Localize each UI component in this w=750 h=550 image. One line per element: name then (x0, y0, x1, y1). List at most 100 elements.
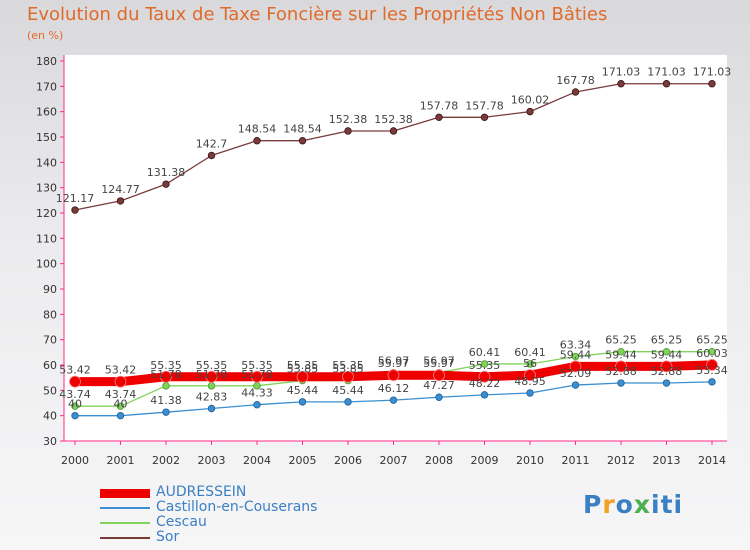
y-tick-label: 140 (36, 156, 57, 169)
data-point (526, 360, 534, 368)
data-label: 40 (68, 398, 82, 411)
data-point (116, 197, 125, 205)
data-point (71, 206, 79, 214)
legend-label: AUDRESSEIN (156, 484, 247, 500)
y-tick-label: 80 (43, 308, 57, 321)
logo-letter: x (633, 490, 651, 519)
data-point (660, 360, 673, 373)
y-tick-label: 40 (43, 410, 57, 423)
data-point (116, 411, 125, 420)
x-tick-label: 2005 (289, 454, 317, 467)
data-label: 55.35 (150, 359, 182, 372)
data-label: 55.35 (241, 359, 273, 372)
data-point (480, 360, 489, 368)
data-point (160, 370, 172, 383)
data-label: 53.85 (332, 363, 364, 376)
data-point (478, 370, 491, 383)
data-point (253, 400, 261, 409)
data-label: 167.78 (556, 74, 595, 87)
logo-letter: t (660, 490, 674, 519)
data-label: 55.97 (378, 357, 410, 370)
data-point (344, 127, 352, 135)
data-point (69, 375, 81, 388)
data-point (114, 375, 127, 388)
data-point (298, 136, 307, 145)
chart-title: Evolution du Taux de Taxe Foncière sur l… (27, 4, 608, 25)
data-point (207, 151, 216, 160)
legend-label: Sor (156, 529, 180, 545)
data-label: 44.33 (241, 387, 273, 400)
data-point (71, 411, 79, 420)
data-label: 56.97 (423, 355, 455, 368)
data-label: 51.78 (150, 368, 182, 381)
data-label: 121.17 (56, 192, 95, 205)
legend-swatch (100, 488, 150, 498)
data-label: 124.77 (101, 183, 140, 196)
proxiti-logo: Proxiti (583, 490, 683, 519)
y-tick-label: 60 (43, 359, 57, 372)
data-label: 171.03 (602, 66, 641, 79)
data-point (569, 360, 582, 373)
x-tick-label: 2002 (152, 454, 180, 467)
data-point (253, 136, 261, 145)
data-label: 152.38 (329, 113, 368, 126)
data-point (162, 382, 170, 390)
data-label: 46.12 (378, 382, 410, 395)
logo-letter: P (583, 490, 603, 519)
data-label: 40 (114, 398, 128, 411)
data-label: 60.41 (514, 346, 546, 359)
data-label: 47.27 (423, 379, 455, 392)
data-point (524, 369, 536, 382)
legend-label: Cescau (156, 514, 207, 530)
data-label: 43.74 (105, 388, 137, 401)
data-label: 53.42 (105, 364, 137, 377)
y-tick-label: 100 (36, 258, 57, 271)
x-tick-label: 2010 (516, 454, 544, 467)
x-tick-label: 2004 (243, 454, 271, 467)
data-label: 43.74 (59, 388, 91, 401)
y-tick-label: 50 (43, 384, 57, 397)
data-label: 59.44 (560, 348, 592, 361)
data-label: 131.38 (147, 166, 186, 179)
data-point (615, 360, 627, 373)
data-point (708, 348, 716, 356)
data-label: 59.44 (605, 348, 637, 361)
y-tick-label: 170 (36, 80, 57, 93)
data-point (433, 369, 445, 382)
data-label: 45.44 (287, 384, 319, 397)
data-point (617, 80, 625, 88)
y-tick-label: 120 (36, 207, 57, 220)
y-tick-label: 30 (43, 435, 57, 448)
data-label: 52.09 (560, 367, 592, 380)
data-label: 52.88 (651, 365, 683, 378)
data-label: 65.25 (651, 334, 683, 347)
data-point (435, 113, 443, 121)
data-point (662, 348, 671, 356)
data-point (298, 398, 307, 406)
data-point (706, 359, 718, 371)
x-tick-label: 2008 (425, 454, 453, 467)
data-label: 171.03 (647, 66, 686, 79)
data-label: 55.35 (287, 359, 319, 372)
data-label: 157.78 (420, 99, 459, 112)
y-axis-unit: (en %) (27, 29, 64, 42)
data-point (435, 393, 443, 401)
data-label: 152.38 (374, 113, 413, 126)
data-point (207, 404, 216, 413)
data-point (207, 382, 216, 390)
x-tick-label: 2014 (698, 454, 726, 467)
x-tick-label: 2007 (380, 454, 408, 467)
data-point (342, 370, 354, 383)
data-label: 52.88 (605, 365, 637, 378)
x-tick-label: 2011 (562, 454, 590, 467)
data-label: 160.02 (511, 94, 550, 107)
data-point (389, 127, 398, 135)
y-tick-label: 180 (36, 55, 57, 68)
data-label: 56.97 (378, 355, 410, 368)
data-point (526, 107, 534, 116)
data-label: 41.38 (150, 394, 182, 407)
x-tick-label: 2001 (107, 454, 135, 467)
data-label: 55.35 (196, 359, 228, 372)
data-point (205, 370, 218, 383)
